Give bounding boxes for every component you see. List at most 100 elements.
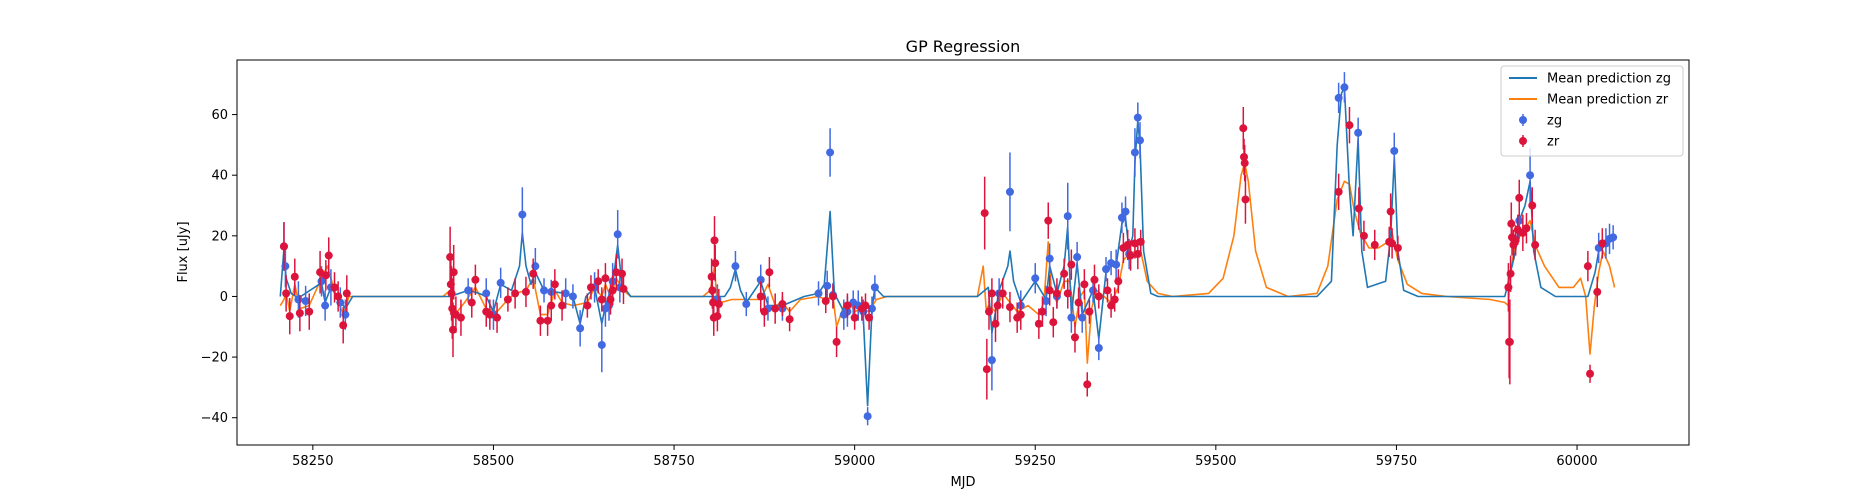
zr-point <box>1136 229 1145 255</box>
zr-point <box>511 278 520 309</box>
zg-point-marker <box>540 286 549 295</box>
zr-point <box>285 297 294 335</box>
zg-point-marker <box>1390 146 1399 155</box>
zg-point-marker <box>464 286 473 295</box>
zr-point <box>1505 299 1514 385</box>
zg-point-marker <box>1073 253 1082 262</box>
zr-point <box>1074 287 1083 318</box>
zr-point <box>1531 229 1540 261</box>
zr-point-marker <box>295 309 304 318</box>
zr-point-marker <box>714 300 723 309</box>
zg-point-marker <box>1609 233 1618 242</box>
zr-point <box>760 296 769 327</box>
zr-point <box>1359 220 1368 251</box>
zr-point <box>334 281 343 312</box>
zr-point-marker <box>1126 251 1135 260</box>
zr-point <box>547 290 556 321</box>
zr-point-marker <box>982 365 991 374</box>
zr-point <box>1083 372 1092 397</box>
zr-point <box>850 305 859 330</box>
zr-point <box>828 284 837 309</box>
zr-point <box>1393 235 1402 261</box>
zr-point <box>282 275 291 312</box>
zr-point <box>714 288 723 320</box>
zr-point <box>521 276 530 308</box>
zr-point-marker <box>771 304 780 313</box>
zg-point <box>576 310 585 347</box>
zr-point <box>471 264 480 295</box>
zg-point <box>1067 302 1076 333</box>
zg-point-marker <box>561 289 570 298</box>
legend-label: zr <box>1547 135 1560 150</box>
zg-point <box>823 270 832 302</box>
zr-point <box>843 293 852 318</box>
zg-point-marker <box>863 412 872 421</box>
zg-point <box>1130 128 1139 177</box>
zr-point-marker <box>1094 292 1103 301</box>
x-tick-label: 59750 <box>1376 454 1417 469</box>
zg-point-marker <box>823 281 832 290</box>
zr-point <box>1063 278 1072 309</box>
zg-point <box>1121 196 1130 227</box>
zr-point <box>756 281 765 312</box>
zr-point <box>586 275 595 300</box>
zr-point-marker <box>1107 301 1116 310</box>
zr-point-marker <box>1393 243 1402 252</box>
x-axis-label: MJD <box>950 475 975 490</box>
zg-point-marker <box>281 262 290 271</box>
zg-point <box>1133 102 1142 133</box>
zr-point <box>998 278 1007 309</box>
zg-point-marker <box>597 340 606 349</box>
zr-point-marker <box>1334 187 1343 196</box>
zr-point-marker <box>1074 298 1083 307</box>
zg-point-marker <box>1031 274 1040 283</box>
zr-point <box>1005 291 1014 323</box>
zr-point-marker <box>550 280 559 289</box>
zr-point-marker <box>493 313 502 322</box>
x-tick-label: 58750 <box>653 454 694 469</box>
zg-point-marker <box>1094 343 1103 352</box>
zr-point <box>1354 187 1363 230</box>
zr-point <box>865 305 874 330</box>
zr-point <box>1067 249 1076 280</box>
legend-entry: zg <box>1519 114 1562 129</box>
chart-title: GP Regression <box>906 37 1021 56</box>
zr-point <box>1016 299 1025 330</box>
zr-point-marker <box>985 307 994 316</box>
zr-point-marker <box>1063 289 1072 298</box>
zr-point <box>536 305 545 336</box>
zg-point-marker <box>1354 128 1363 137</box>
zg-point <box>987 329 996 391</box>
zr-point-marker <box>765 268 774 277</box>
zr-point <box>1241 175 1250 224</box>
zg-point <box>518 187 527 242</box>
zg-point <box>613 210 622 259</box>
zg-point-marker <box>867 304 876 313</box>
y-axis-label: Flux [uJy] <box>176 221 191 282</box>
zr-point <box>1034 308 1043 339</box>
x-tick-label: 60000 <box>1556 454 1597 469</box>
zr-point-marker <box>778 300 787 309</box>
y-axis: −40 −20 0 20 40 60 <box>201 108 237 426</box>
zr-point <box>1045 275 1054 306</box>
zg-point-marker <box>1130 148 1139 157</box>
legend-marker-swatch <box>1519 116 1527 124</box>
zr-point <box>1107 293 1116 318</box>
legend-label: zg <box>1547 114 1562 129</box>
zr-point-marker <box>521 287 530 296</box>
zr-point <box>529 258 538 289</box>
zg-point-marker <box>568 292 577 301</box>
zr-point-marker <box>1239 124 1248 133</box>
zg-point <box>1526 147 1535 203</box>
zg-point <box>1005 152 1014 232</box>
zr-point <box>982 338 991 400</box>
zg-point <box>1102 257 1111 282</box>
zr-point-marker <box>1114 277 1123 286</box>
zr-point <box>1049 307 1058 338</box>
zr-point <box>543 305 552 336</box>
zr-point-marker <box>449 268 458 277</box>
zr-point-marker <box>1045 286 1054 295</box>
legend-label: Mean prediction zr <box>1547 93 1669 108</box>
zg-point-marker <box>1334 93 1343 102</box>
zr-point-marker <box>511 289 520 298</box>
